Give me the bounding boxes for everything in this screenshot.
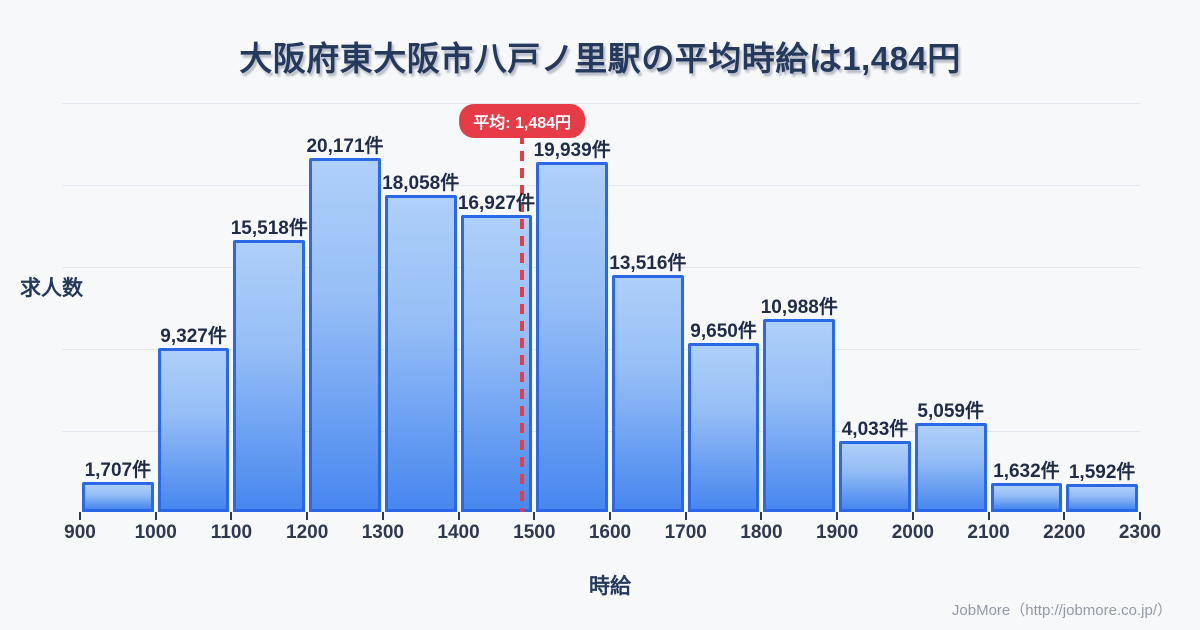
bar (536, 162, 608, 512)
bar-value-label: 10,988件 (760, 297, 838, 318)
x-tick-label: 2300 (1118, 522, 1162, 543)
x-tick-label: 2100 (967, 522, 1010, 543)
x-tick-mark (230, 512, 233, 520)
x-tick-label: 2000 (891, 522, 934, 543)
x-tick-label: 1100 (210, 522, 253, 543)
x-tick-label: 1300 (361, 522, 404, 543)
bar (157, 348, 230, 512)
bar (763, 319, 836, 512)
bar-value-label: 20,171件 (306, 136, 384, 157)
bar (687, 343, 760, 512)
bar-value-label: 1,707件 (84, 460, 152, 481)
bar (309, 158, 381, 512)
x-tick-mark (1139, 512, 1141, 520)
bar-value-label: 16,927件 (457, 193, 535, 214)
bar (612, 275, 684, 512)
bar (1066, 484, 1138, 512)
x-tick-label: 900 (64, 522, 96, 543)
x-tick-mark (911, 512, 914, 520)
page-title: 大阪府東大阪市八戸ノ里駅の平均時給は1,484円 (239, 40, 961, 77)
x-tick-label: 1800 (740, 522, 783, 543)
bar-value-label: 18,058件 (382, 173, 460, 194)
x-tick-mark (79, 512, 81, 520)
x-tick-label: 1200 (286, 522, 329, 543)
x-axis-label: 時給 (589, 575, 631, 598)
x-tick-label: 1000 (134, 522, 177, 543)
y-axis-label: 求人数 (20, 277, 83, 300)
x-tick-label: 1900 (816, 522, 859, 543)
bar-value-label: 9,327件 (160, 326, 227, 347)
x-tick-mark (457, 512, 460, 520)
bar (839, 441, 911, 512)
x-tick-mark (381, 512, 384, 520)
credit-text: JobMore（http://jobmore.co.jp/） (951, 602, 1172, 619)
bar-value-label: 1,632件 (993, 461, 1060, 482)
x-tick-label: 1600 (588, 522, 632, 543)
x-tick-mark (987, 512, 990, 520)
average-badge: 平均: 1,484円 (459, 104, 586, 138)
bar-value-label: 1,592件 (1068, 462, 1136, 483)
bar (82, 482, 154, 512)
x-tick-mark (609, 512, 611, 520)
bar-value-label: 4,033件 (841, 419, 909, 440)
bar-value-label: 19,939件 (533, 140, 611, 161)
x-tick-mark (306, 512, 309, 520)
bar (384, 195, 457, 512)
x-tick-mark (684, 512, 687, 520)
x-tick-label: 1400 (437, 522, 480, 543)
x-tick-label: 2200 (1043, 522, 1086, 543)
bar (990, 483, 1063, 512)
bar-value-label: 15,518件 (230, 218, 308, 239)
bar (914, 423, 987, 512)
x-tick-label: 1500 (513, 522, 556, 543)
gridline (62, 103, 1140, 104)
x-tick-mark (154, 512, 157, 520)
x-tick-label: 1700 (664, 522, 707, 543)
x-tick-mark (836, 512, 839, 520)
bar (233, 240, 306, 512)
bar-value-label: 5,059件 (917, 401, 984, 422)
x-tick-mark (760, 512, 763, 520)
bar-value-label: 13,516件 (609, 253, 687, 274)
average-line (520, 134, 525, 512)
bar-value-label: 9,650件 (690, 321, 757, 342)
x-tick-mark (1063, 512, 1066, 520)
x-tick-mark (533, 512, 536, 520)
